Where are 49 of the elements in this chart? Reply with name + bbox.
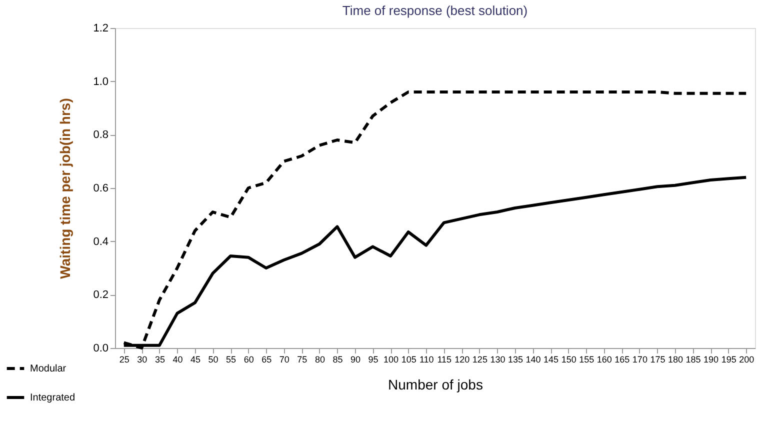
x-tick-label: 185 <box>686 354 701 364</box>
x-axis-title: Number of jobs <box>388 376 483 392</box>
legend-label: Integrated <box>30 392 76 404</box>
x-tick-label: 90 <box>350 354 361 364</box>
x-tick-label: 140 <box>526 354 541 364</box>
y-tick-label: 0.8 <box>93 129 108 142</box>
x-tick-label: 160 <box>596 354 612 364</box>
y-tick-label: 0.4 <box>93 236 108 248</box>
y-tick-label: 1.2 <box>93 22 108 34</box>
legend-label: Modular <box>30 364 67 374</box>
x-tick-label: 50 <box>208 354 218 364</box>
x-tick-label: 30 <box>137 354 148 364</box>
x-tick-label: 85 <box>332 354 343 364</box>
x-tick-label: 60 <box>244 354 254 364</box>
x-tick-label: 200 <box>739 354 754 364</box>
x-tick-label: 130 <box>490 354 506 364</box>
x-tick-label: 105 <box>401 354 416 364</box>
x-tick-label: 95 <box>368 354 378 364</box>
x-tick-label: 45 <box>190 354 201 364</box>
x-tick-label: 110 <box>419 354 434 364</box>
chart-title: Time of response (best solution) <box>342 3 528 18</box>
x-tick-label: 170 <box>632 354 648 364</box>
x-tick-label: 125 <box>472 354 488 364</box>
x-tick-label: 115 <box>437 354 452 364</box>
y-tick-label: 0.2 <box>93 289 108 302</box>
line-series <box>122 90 748 350</box>
x-tick-label: 150 <box>561 354 576 364</box>
x-tick-label: 145 <box>544 354 559 364</box>
x-tick-label: 75 <box>297 354 308 364</box>
x-tick-label: 80 <box>314 354 325 364</box>
y-axis-title: Waiting time per job(in hrs) <box>57 98 74 279</box>
x-tick-label: 25 <box>119 354 130 364</box>
x-tick-label: 65 <box>262 354 272 364</box>
x-tick-label: 190 <box>704 354 719 364</box>
x-tick-label: 155 <box>579 354 594 364</box>
x-tick-label: 40 <box>172 354 183 364</box>
x-tick-label: 100 <box>384 354 399 364</box>
x-tick-label: 120 <box>454 354 470 364</box>
y-tick-label: 0.0 <box>93 342 108 354</box>
x-tick-label: 165 <box>614 354 630 364</box>
x-tick-label: 70 <box>279 354 290 364</box>
x-tick-label: 195 <box>721 354 736 364</box>
x-tick-label: 35 <box>154 354 165 364</box>
x-tick-label: 135 <box>508 354 524 364</box>
x-tick-label: 180 <box>668 354 684 364</box>
x-tick-label: 175 <box>650 354 666 364</box>
y-tick-label: 1.0 <box>93 76 108 88</box>
x-tick-label: 55 <box>226 354 236 364</box>
y-tick-label: 0.6 <box>93 182 108 194</box>
